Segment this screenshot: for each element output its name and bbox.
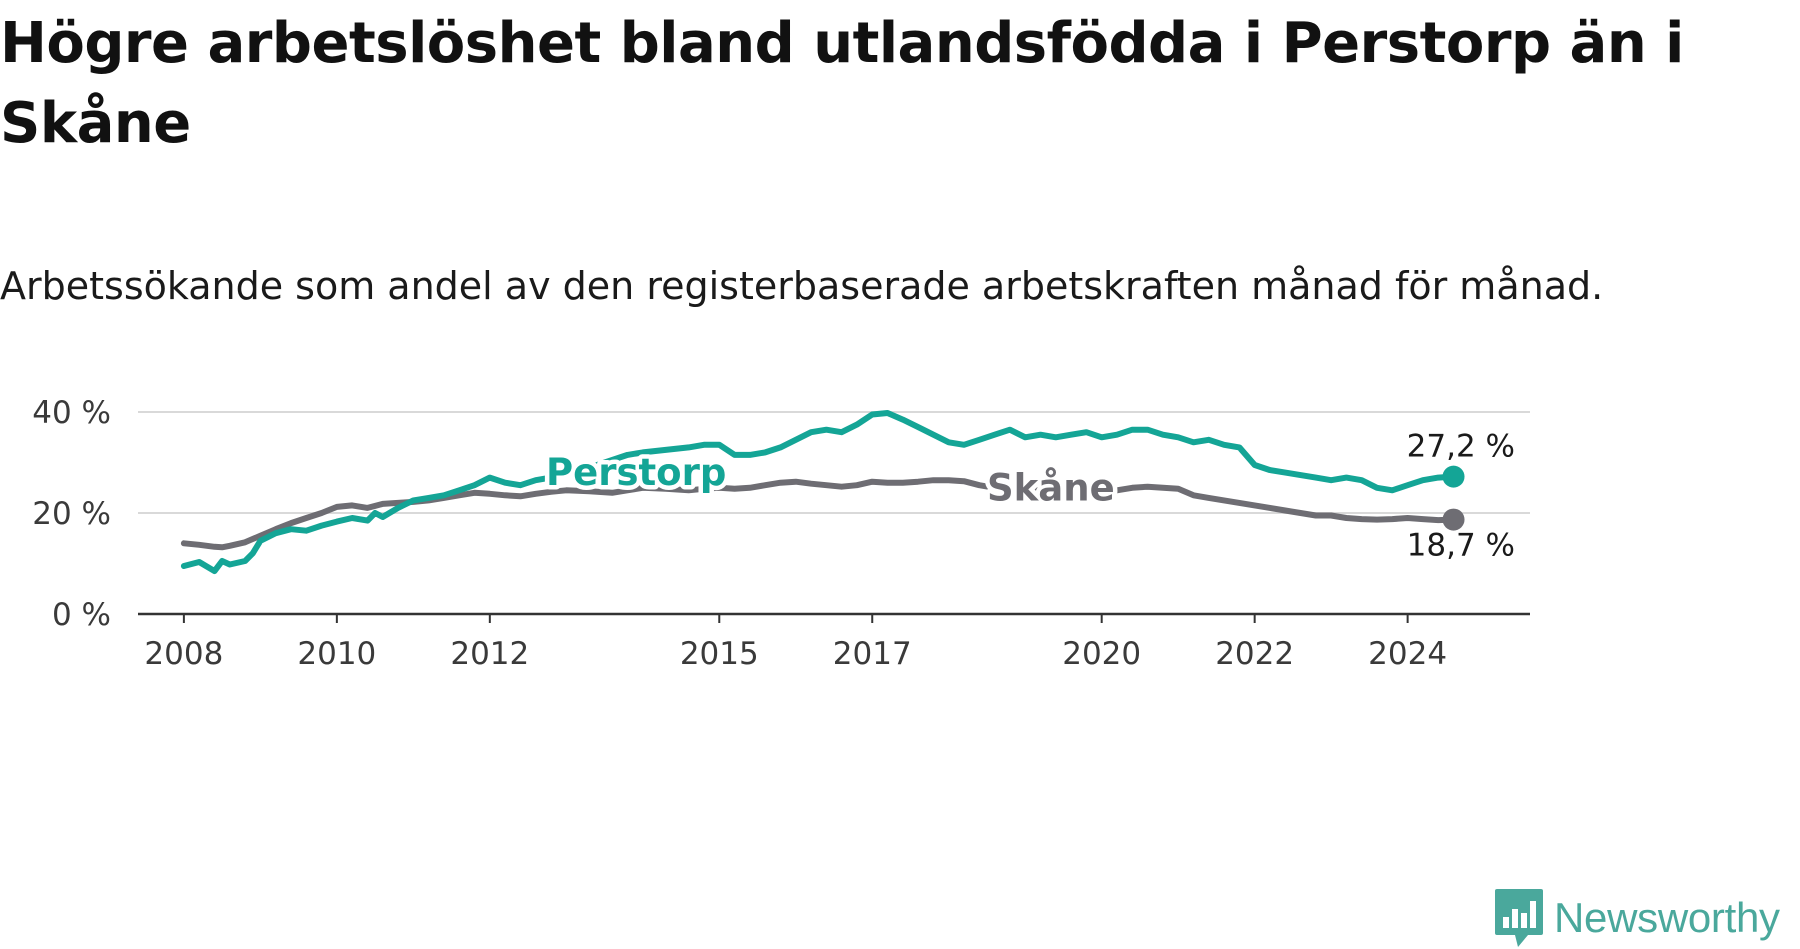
gridlines	[138, 411, 1530, 514]
x-tick-label: 2012	[450, 636, 529, 672]
x-tick-label: 2015	[680, 636, 759, 672]
series-line-perstorp	[180, 410, 1457, 575]
end-value-label: 27,2 %	[1407, 429, 1515, 465]
x-tick-label: 2020	[1062, 636, 1141, 672]
chart-subtitle: Arbetssökande som andel av den registerb…	[0, 264, 1604, 308]
x-axis: 2008 2010 2012 2015 2017 2020 2022 2024	[138, 612, 1530, 672]
x-tick-label: 2017	[833, 636, 912, 672]
series-label-skane: Skåne	[987, 466, 1115, 509]
series-line-skane	[180, 477, 1457, 551]
end-point-perstorp	[1442, 465, 1465, 488]
series-labels: 27,2 % 18,7 % Perstorp Skåne	[542, 429, 1516, 564]
series-lines	[180, 410, 1457, 575]
chart-title: Högre arbetslöshet bland utlandsfödda i …	[0, 11, 1684, 156]
x-tick-label: 2024	[1368, 636, 1447, 672]
x-tick-label: 2022	[1215, 636, 1294, 672]
y-axis: 0 % 20 % 40 %	[32, 395, 111, 633]
newsworthy-wordmark: Newsworthy	[1554, 894, 1780, 941]
x-tick-label: 2010	[297, 636, 376, 672]
end-value-label: 18,7 %	[1407, 528, 1515, 564]
y-tick-label: 0 %	[52, 597, 111, 633]
end-point-skane	[1442, 508, 1465, 531]
newsworthy-logo-icon	[1495, 889, 1543, 947]
x-tick-label: 2008	[144, 636, 223, 672]
series-label-perstorp: Perstorp	[546, 451, 726, 494]
y-tick-label: 40 %	[32, 395, 111, 431]
newsworthy-brand: Newsworthy	[1494, 888, 1780, 948]
y-tick-label: 20 %	[32, 496, 111, 532]
